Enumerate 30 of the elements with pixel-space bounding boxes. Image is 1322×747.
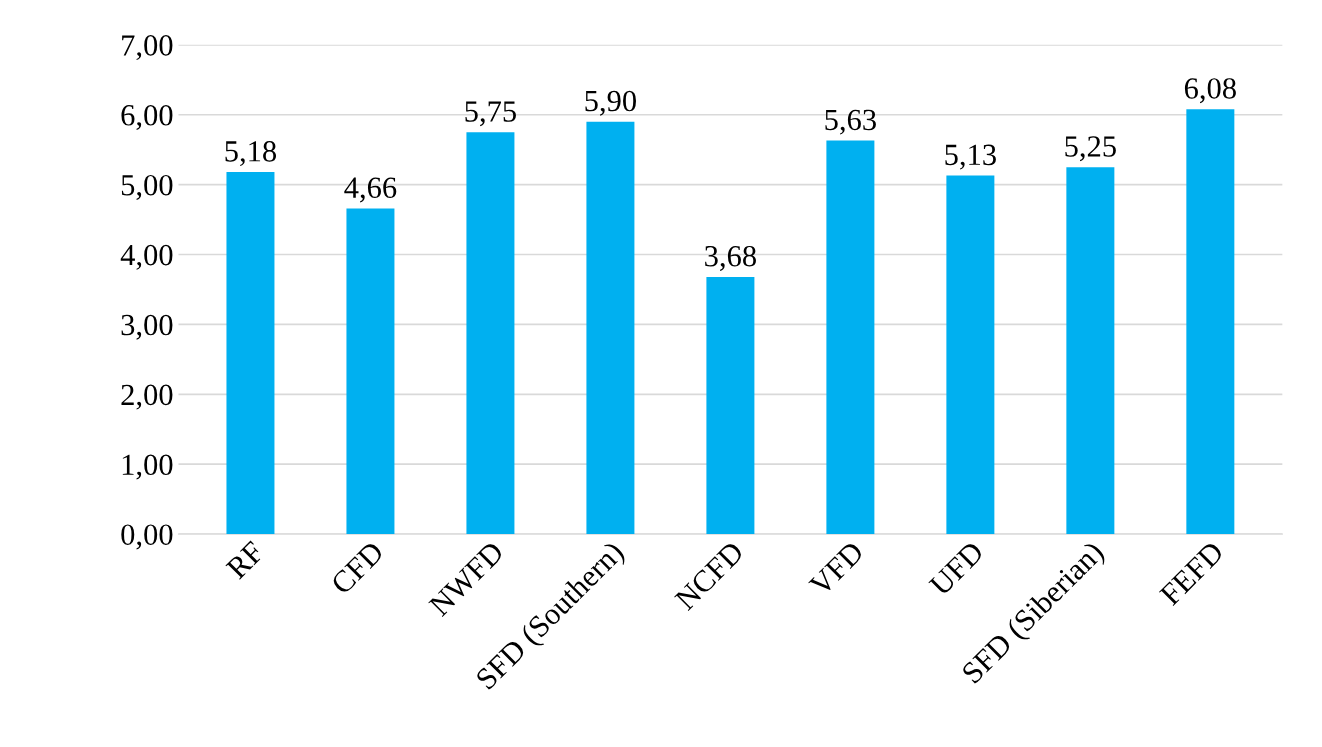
x-tick-label: VFD [808, 540, 865, 598]
bar [586, 121, 635, 535]
bar [346, 208, 395, 535]
bar [466, 132, 515, 535]
y-tick-label: 6,00 [121, 105, 173, 131]
y-tick-label: 0,00 [121, 524, 173, 550]
data-label: 3,68 [705, 245, 756, 271]
bar [1186, 109, 1235, 535]
bar [1066, 167, 1115, 535]
data-label: 5,75 [465, 101, 516, 127]
bar [226, 172, 275, 535]
data-label: 4,66 [344, 177, 397, 203]
x-tick-label: CFD [329, 540, 385, 596]
data-label: 5,25 [1065, 136, 1116, 162]
data-label: 5,13 [945, 144, 996, 170]
data-label: 5,90 [585, 90, 636, 116]
bar [826, 140, 875, 535]
data-label: 5,18 [225, 141, 277, 167]
bar [706, 276, 755, 535]
data-label: 6,08 [1184, 78, 1236, 104]
x-tick-label: RF [225, 540, 265, 580]
x-tick-label: UFD [928, 540, 985, 597]
y-tick-label: 3,00 [121, 314, 173, 340]
y-tick-label: 2,00 [121, 384, 173, 410]
bar [946, 175, 995, 535]
y-tick-label: 4,00 [120, 244, 173, 270]
y-tick-label: 5,00 [121, 174, 173, 200]
y-tick-label: 1,00 [122, 454, 173, 480]
data-label: 5,63 [825, 109, 876, 135]
y-tick-label: 7,00 [122, 35, 173, 61]
